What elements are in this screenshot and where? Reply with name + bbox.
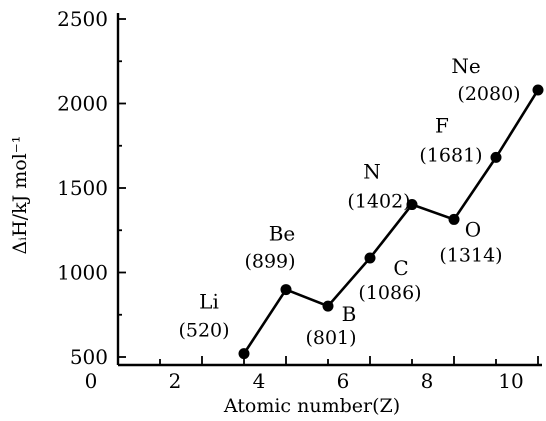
point-value-label: (2080) xyxy=(457,83,520,105)
point-value-label: (899) xyxy=(244,251,295,273)
y-tick-label: 1500 xyxy=(57,176,108,200)
point-value-label: (1681) xyxy=(419,144,482,166)
point-symbol-label: Ne xyxy=(451,54,480,78)
point-symbol-label: B xyxy=(342,302,357,326)
y-axis-title: ΔᵢH/kJ mol⁻¹ xyxy=(9,136,31,255)
point-value-label: (1402) xyxy=(347,191,410,213)
x-tick-label: 2 xyxy=(169,369,182,393)
data-point xyxy=(490,151,502,163)
point-symbol-label: Be xyxy=(269,222,296,246)
y-tick-label: 2500 xyxy=(57,7,108,31)
point-symbol-label: Li xyxy=(199,290,219,314)
point-labels: Li (520) Be (899) B(801) C(1086) N (1402) O (1314… xyxy=(178,54,520,349)
x-tick-label: 10 xyxy=(498,369,523,393)
data-point xyxy=(364,252,376,264)
data-point xyxy=(448,213,460,225)
x-axis-title: Atomic number(Z) xyxy=(223,395,400,417)
point-value-label: (1086) xyxy=(358,282,421,304)
data-point xyxy=(532,84,544,96)
x-tick-label: 6 xyxy=(337,369,350,393)
x-tick-label: 0 xyxy=(85,369,98,393)
point-symbol-label: O xyxy=(465,217,481,241)
point-value-label: (1314) xyxy=(439,244,502,266)
point-symbol-label: N xyxy=(363,160,381,184)
data-point xyxy=(238,348,250,360)
y-tick-label: 1000 xyxy=(57,261,108,285)
y-tick-label: 2000 xyxy=(57,92,108,116)
point-value-label: (801) xyxy=(305,327,356,349)
y-tick-label: 500 xyxy=(70,345,108,369)
x-tick-label: 4 xyxy=(253,369,266,393)
axes: 500 1000 1500 2000 2500 0 2 4 6 8 10 xyxy=(57,7,542,393)
data-point xyxy=(406,199,418,211)
series-line xyxy=(242,89,540,355)
point-symbol-label: C xyxy=(393,256,408,280)
x-tick-label: 8 xyxy=(421,369,434,393)
point-symbol-label: F xyxy=(435,113,449,137)
point-value-label: (520) xyxy=(178,320,229,342)
data-series xyxy=(238,84,544,360)
data-point xyxy=(280,284,292,296)
data-point xyxy=(322,300,334,312)
